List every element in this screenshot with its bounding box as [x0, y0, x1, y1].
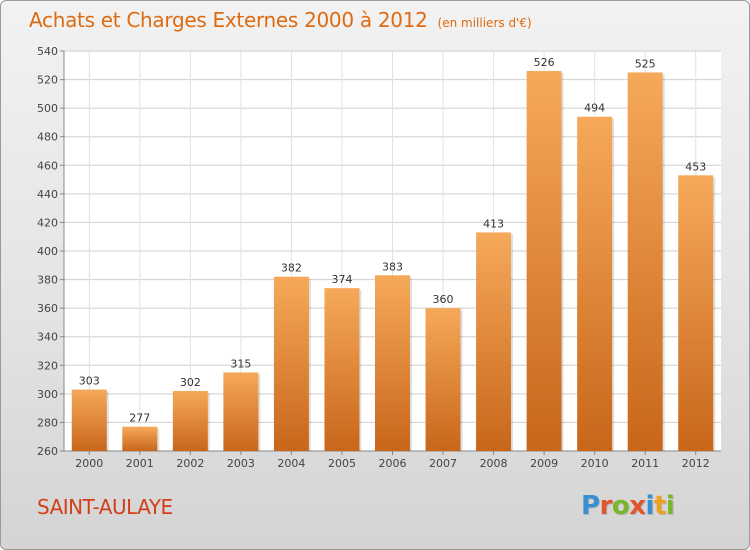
data-label: 453 — [685, 160, 706, 173]
x-tick-label: 2006 — [379, 457, 407, 470]
y-tick-label: 520 — [37, 74, 58, 87]
x-tick-label: 2004 — [277, 457, 305, 470]
data-label: 303 — [79, 375, 100, 388]
data-label: 526 — [534, 56, 555, 69]
x-tick-label: 2010 — [581, 457, 609, 470]
bar — [324, 288, 360, 451]
x-tick-label: 2008 — [480, 457, 508, 470]
labels: 260 280 300 320 340 360 380 400 420 440 460 480 500 5… — [37, 45, 710, 470]
y-tick-label: 300 — [37, 388, 58, 401]
data-label: 277 — [129, 412, 150, 425]
logo-letter: t — [653, 491, 666, 521]
y-tick-label: 280 — [37, 416, 58, 429]
chart-title: Achats et Charges Externes 2000 à 2012 (e… — [29, 8, 532, 32]
data-label: 413 — [483, 217, 504, 230]
bar — [223, 372, 259, 451]
data-label: 374 — [331, 273, 352, 286]
y-tick-label: 440 — [37, 188, 58, 201]
bar — [273, 276, 309, 451]
bar — [425, 308, 461, 451]
logo-letter: i — [645, 491, 655, 521]
y-tick-label: 480 — [37, 131, 58, 144]
logo-letter: r — [599, 491, 613, 521]
bars — [71, 71, 716, 452]
chart-title-text: Achats et Charges Externes 2000 à 2012 — [29, 8, 428, 32]
x-tick-label: 2001 — [126, 457, 154, 470]
bar — [526, 71, 562, 451]
data-label: 494 — [584, 102, 605, 115]
y-tick-label: 260 — [37, 445, 58, 458]
bar — [71, 389, 107, 451]
x-tick-label: 2009 — [530, 457, 558, 470]
data-label: 383 — [382, 260, 403, 273]
bar — [172, 391, 208, 451]
bar — [678, 175, 714, 452]
x-tick-label: 2007 — [429, 457, 457, 470]
logo-letter: o — [611, 491, 630, 521]
bar — [627, 72, 663, 451]
y-tick-label: 400 — [37, 245, 58, 258]
x-tick-label: 2003 — [227, 457, 255, 470]
data-label: 315 — [230, 357, 251, 370]
x-tick-label: 2000 — [75, 457, 103, 470]
y-tick-label: 360 — [37, 302, 58, 315]
x-tick-label: 2012 — [682, 457, 710, 470]
data-label: 382 — [281, 262, 302, 275]
y-tick-label: 380 — [37, 274, 58, 287]
logo-letter: P — [581, 491, 600, 521]
y-tick-label: 420 — [37, 216, 58, 229]
bar — [375, 275, 410, 451]
y-tick-label: 340 — [37, 331, 58, 344]
bar — [577, 116, 613, 451]
x-tick-label: 2005 — [328, 457, 356, 470]
bar — [122, 426, 158, 451]
data-label: 360 — [433, 293, 454, 306]
y-tick-label: 500 — [37, 102, 58, 115]
logo-letter: i — [665, 491, 675, 521]
logo-letter: x — [629, 491, 646, 521]
data-label: 302 — [180, 376, 201, 389]
y-tick-label: 460 — [37, 159, 58, 172]
place-name: SAINT-AULAYE — [37, 495, 173, 519]
bar — [476, 232, 512, 451]
data-label: 525 — [635, 57, 656, 70]
chart-unit-label: (en milliers d'€) — [437, 16, 532, 30]
x-tick-label: 2002 — [176, 457, 204, 470]
y-tick-label: 320 — [37, 359, 58, 372]
proxiti-logo: Proxiti — [581, 491, 675, 521]
x-tick-label: 2011 — [631, 457, 659, 470]
y-tick-label: 540 — [37, 45, 58, 58]
